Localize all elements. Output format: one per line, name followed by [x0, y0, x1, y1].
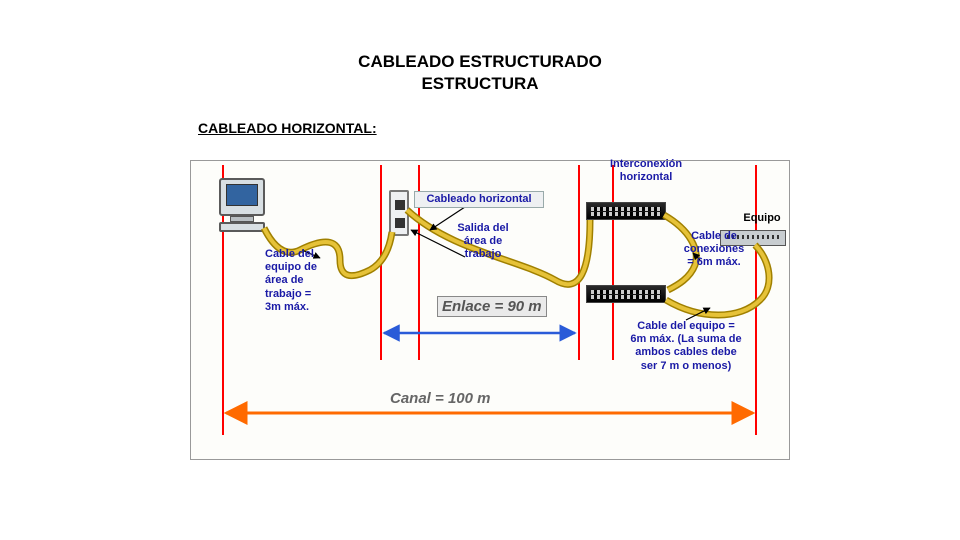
label-cable-equipo: Cable del equipo =6m máx. (La suma deamb… [616, 320, 756, 373]
label-canal: Canal = 100 m [390, 390, 490, 407]
label-salida: Salida delárea detrabajo [448, 222, 518, 262]
dimension-canal [0, 0, 960, 540]
label-enlace: Enlace = 90 m [437, 296, 547, 317]
label-cableado-horizontal: Cableado horizontal [414, 191, 544, 208]
label-interconexion: Interconexiónhorizontal [601, 158, 691, 184]
label-cable-area: Cable delequipo deárea detrabajo =3m máx… [265, 248, 337, 314]
label-equipo: Equipo [737, 212, 787, 225]
label-cable-conexiones: Cable deconexiones= 6m máx. [674, 230, 754, 270]
